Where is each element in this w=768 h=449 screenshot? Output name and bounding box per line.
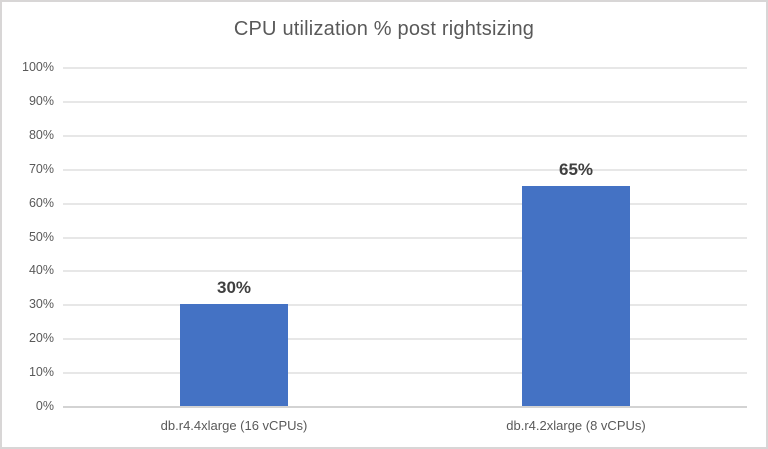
bar-series-point: 65% <box>522 160 630 406</box>
y-axis-tick-label: 20% <box>28 331 54 346</box>
bar-series-point: 30% <box>180 278 288 406</box>
gridline-40% <box>63 270 747 273</box>
y-axis-tick-label: 90% <box>28 93 54 108</box>
x-axis-category-label: db.r4.4xlarge (16 vCPUs) <box>160 418 308 433</box>
gridline-30% <box>63 304 747 307</box>
plot-area: 0% 10% 20% 30% 40% 50% 60% 70% 80% 90% 100% 30% db.r… <box>22 60 747 433</box>
gridline-100% <box>63 67 747 69</box>
x-axis-line <box>63 406 747 408</box>
y-axis-tick-label: 60% <box>28 195 54 210</box>
chart-title: CPU utilization % post rightsizing <box>233 18 535 40</box>
y-axis-tick-label: 10% <box>28 365 54 380</box>
bar-data-label: 65% <box>558 159 594 179</box>
y-axis-tick-label: 40% <box>28 263 54 278</box>
y-axis-tick-label: 70% <box>28 161 54 176</box>
bar-data-label: 30% <box>216 278 252 298</box>
gridline-10% <box>63 372 747 375</box>
gridline-90% <box>63 100 747 103</box>
y-axis-tick-label: 100% <box>22 60 54 74</box>
y-axis-tick-label: 30% <box>28 297 54 312</box>
x-axis-category-label: db.r4.2xlarge (8 vCPUs) <box>506 418 646 433</box>
y-axis-tick-label: 80% <box>28 127 54 142</box>
y-axis-tick-label: 50% <box>28 229 54 244</box>
gridline-60% <box>63 202 747 205</box>
gridline-50% <box>63 236 747 239</box>
gridline-70% <box>63 168 747 171</box>
gridline-80% <box>63 134 747 137</box>
gridline-20% <box>63 338 747 341</box>
y-axis-tick-label: 0% <box>35 399 54 413</box>
